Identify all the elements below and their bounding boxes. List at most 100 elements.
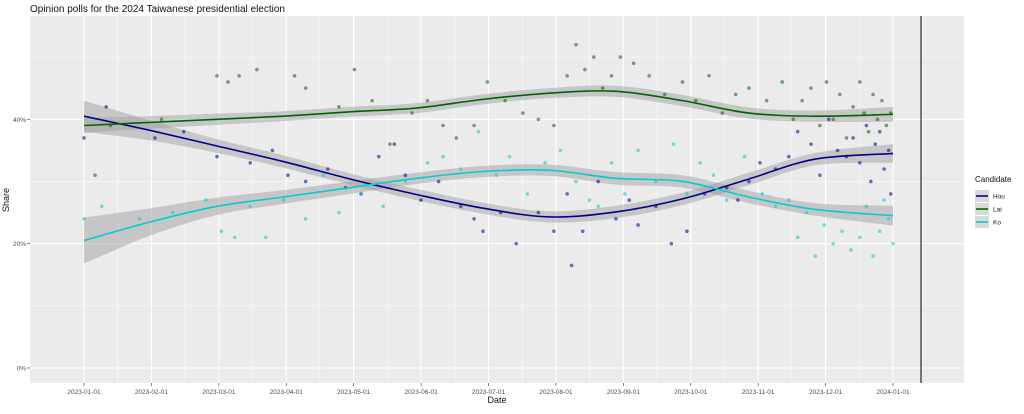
point-lai <box>791 117 796 122</box>
point-lai <box>565 73 569 78</box>
y-axis-label: Share <box>1 188 11 212</box>
point-hou <box>795 129 800 134</box>
point-lai <box>871 92 875 97</box>
point-hou <box>82 136 86 140</box>
point-ko <box>636 148 640 153</box>
plot-background <box>30 16 964 383</box>
point-hou <box>376 154 381 159</box>
band-hou <box>84 100 893 223</box>
point-hou <box>835 148 840 153</box>
point-ko <box>204 198 208 202</box>
point-lai <box>733 92 738 97</box>
point-lai <box>866 129 871 134</box>
point-hou <box>685 229 689 233</box>
point-ko <box>494 173 499 178</box>
point-ko <box>886 216 891 221</box>
point-hou <box>215 154 219 159</box>
point-ko <box>724 198 729 202</box>
point-hou <box>882 167 886 171</box>
point-lai <box>631 61 636 66</box>
point-lai <box>226 80 230 84</box>
grid-minor <box>30 16 964 383</box>
point-lai <box>720 111 725 115</box>
x-tick-label: 2023-12-01 <box>809 389 843 396</box>
point-ko <box>263 235 268 240</box>
point-ko <box>321 173 326 178</box>
point-lai <box>552 123 556 128</box>
point-hou <box>614 216 618 221</box>
point-hou <box>552 229 556 233</box>
point-ko <box>587 198 592 202</box>
point-hou <box>536 210 541 215</box>
point-lai <box>591 55 596 59</box>
point-lai <box>388 142 392 146</box>
point-ko <box>170 210 175 215</box>
x-tick-label: 2023-11-01 <box>742 389 775 396</box>
point-hou <box>569 263 574 268</box>
point-lai <box>838 92 842 97</box>
point-ko <box>596 204 601 209</box>
point-lai <box>880 98 884 103</box>
point-hou <box>181 129 186 134</box>
point-ko <box>543 161 547 165</box>
point-hou <box>458 204 463 209</box>
point-ko <box>849 248 853 252</box>
point-hou <box>303 179 308 184</box>
point-hou <box>886 148 891 153</box>
point-hou <box>270 148 275 153</box>
point-lai <box>747 86 751 90</box>
point-hou <box>514 241 519 246</box>
x-tick-label: 2023-05-01 <box>337 389 371 396</box>
grid-major <box>30 16 964 383</box>
legend-label-lai: Lai <box>993 207 1002 214</box>
point-lai <box>485 80 490 84</box>
legend-items: Hou Lai Ko <box>975 190 1005 228</box>
point-lai <box>583 67 587 72</box>
point-lai <box>93 173 97 178</box>
point-ko <box>864 204 869 209</box>
x-tick-label: 2023-07-01 <box>472 389 506 396</box>
point-ko <box>795 235 800 240</box>
point-ko <box>831 241 835 246</box>
x-tick-label: 2023-04-01 <box>270 389 304 396</box>
point-ko <box>654 179 658 184</box>
point-lai <box>370 98 374 103</box>
point-hou <box>636 223 640 227</box>
point-hou <box>758 161 762 165</box>
point-ko <box>337 210 341 215</box>
point-hou <box>286 173 290 178</box>
point-hou <box>851 136 855 140</box>
point-hou <box>864 123 869 128</box>
point-lai <box>454 136 459 140</box>
point-lai <box>521 111 525 115</box>
point-hou <box>436 179 441 184</box>
point-lai <box>337 105 341 109</box>
point-lai <box>600 86 605 90</box>
point-lai <box>159 117 164 122</box>
legend-title: Candidate <box>975 175 1012 184</box>
point-ko <box>137 216 142 221</box>
x-tick-label: 2023-08-01 <box>539 389 573 396</box>
point-lai <box>844 136 849 140</box>
point-ko <box>877 229 882 233</box>
point-hou <box>669 241 674 246</box>
point-lai <box>680 80 685 84</box>
point-hou <box>248 161 253 165</box>
band-lai <box>84 85 893 133</box>
point-hou <box>580 229 585 233</box>
point-ko <box>359 192 363 196</box>
point-ko <box>441 154 445 159</box>
data-points <box>82 42 895 268</box>
point-lai <box>574 42 578 47</box>
point-hou <box>326 167 330 171</box>
point-ko <box>281 198 286 202</box>
point-lai <box>441 123 445 128</box>
trend-hou <box>83 115 894 218</box>
x-tick-label: 2023-10-01 <box>674 389 708 396</box>
point-hou <box>877 129 882 134</box>
point-lai <box>215 73 219 78</box>
point-lai <box>824 80 829 84</box>
point-ko <box>525 192 530 196</box>
point-ko <box>99 204 104 209</box>
point-lai <box>618 55 623 59</box>
